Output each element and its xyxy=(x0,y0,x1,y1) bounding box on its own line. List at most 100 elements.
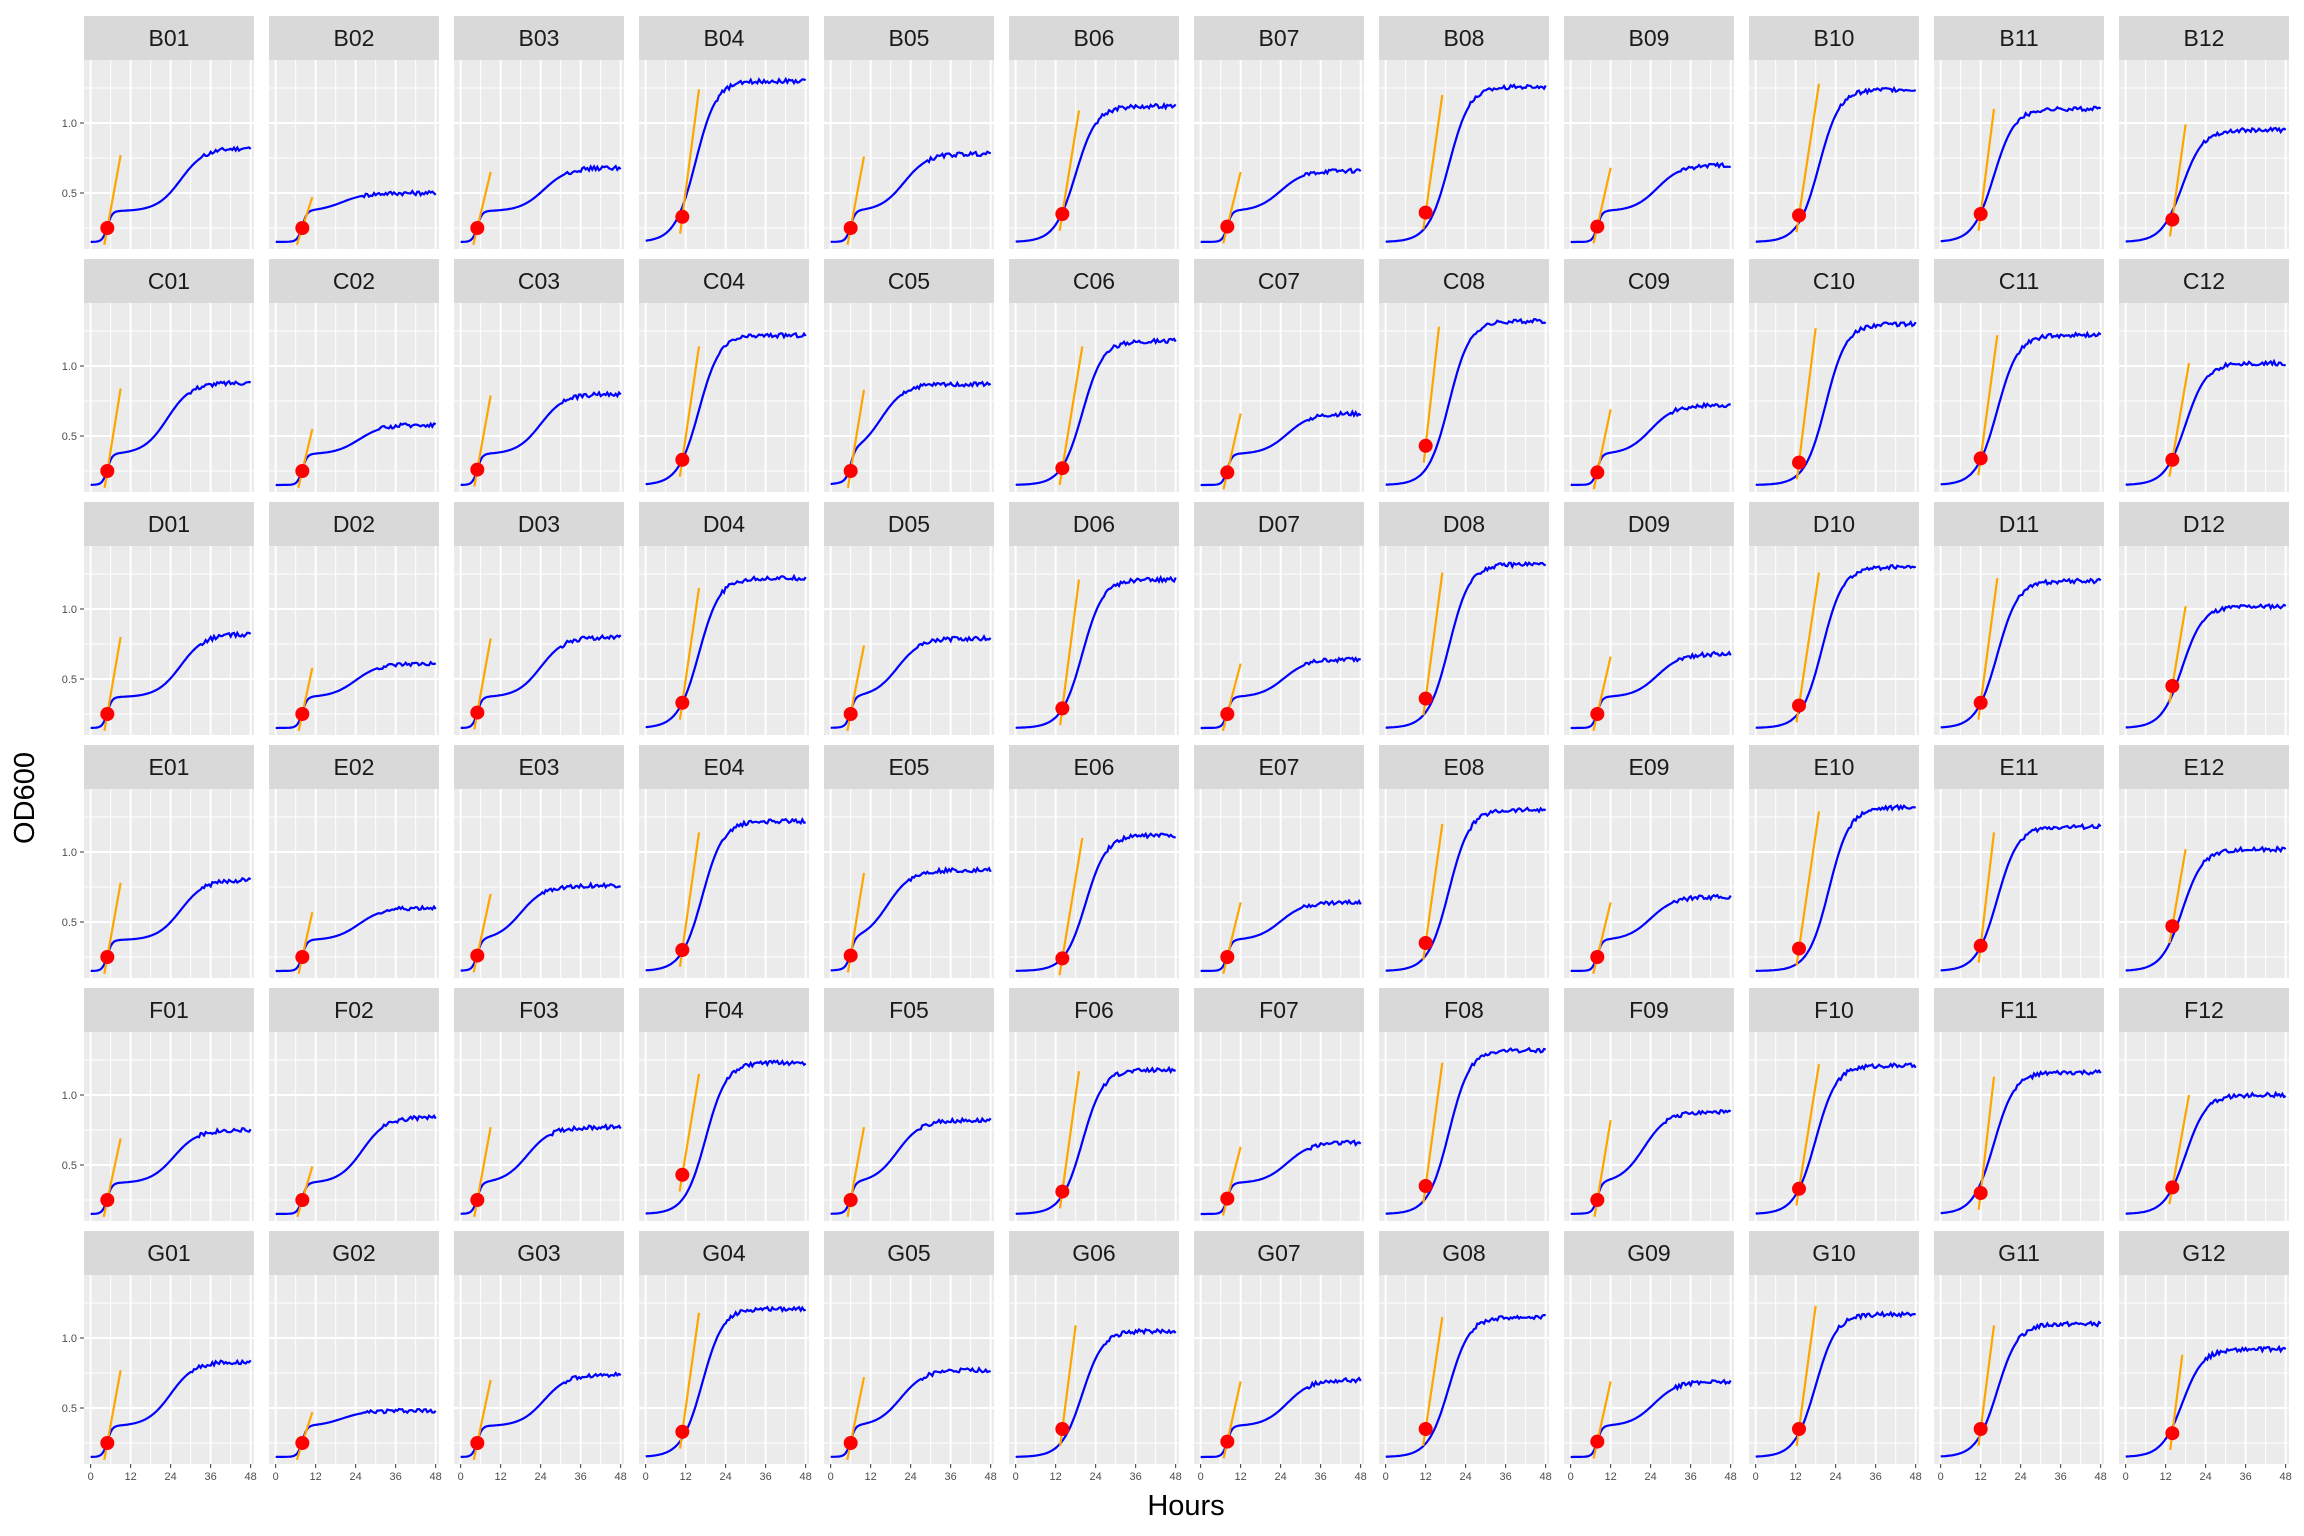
panel-c11: C11 xyxy=(1934,259,2104,492)
panel-strip xyxy=(1934,502,2104,546)
panel-gridlines xyxy=(1564,546,1734,735)
max-rate-point xyxy=(1055,1422,1070,1436)
panel-strip xyxy=(1749,1231,1919,1275)
panel-label: D03 xyxy=(518,511,560,537)
panel-gridlines xyxy=(2119,60,2289,249)
panel-d10: D10 xyxy=(1749,502,1919,735)
x-tick-label: 12 xyxy=(2160,1471,2172,1483)
panel-b03: B03 xyxy=(454,16,624,249)
max-rate-point xyxy=(2165,212,2180,227)
x-tick-label: 36 xyxy=(205,1471,217,1483)
panel-b11: B11 xyxy=(1934,16,2104,249)
growth-curve-line xyxy=(2125,358,2286,486)
growth-curve-line xyxy=(1385,560,1547,729)
growth-curve-line xyxy=(1015,337,1177,486)
panel-label: C02 xyxy=(333,268,375,294)
max-rate-point xyxy=(1973,207,1988,221)
max-rate-point xyxy=(675,209,690,224)
panel-label: B04 xyxy=(704,25,745,51)
panel-strip xyxy=(824,502,994,546)
max-rate-point xyxy=(1055,951,1070,966)
x-tick-label: 48 xyxy=(245,1471,257,1483)
panel-background xyxy=(1379,303,1549,492)
growth-curve-line xyxy=(645,76,807,242)
panel-strip xyxy=(1749,16,1919,60)
panel-strip xyxy=(1749,259,1919,303)
panel-background xyxy=(454,1275,624,1464)
panel-strip xyxy=(1009,1231,1179,1275)
x-tick-label: 36 xyxy=(2240,1471,2252,1483)
panel-strip xyxy=(1194,1231,1364,1275)
max-rate-point xyxy=(2165,919,2180,934)
panel-b12: B12 xyxy=(2119,16,2289,249)
panel-gridlines xyxy=(1564,303,1734,492)
panel-strip xyxy=(1379,745,1549,789)
panel-background xyxy=(1009,1275,1179,1464)
panel-strip xyxy=(1194,16,1364,60)
panel-background xyxy=(2119,303,2289,492)
panel-background xyxy=(269,546,439,735)
max-rate-point xyxy=(1590,1193,1605,1207)
panel-e12: E12 xyxy=(2119,745,2289,978)
panel-f07: F07 xyxy=(1194,988,1364,1221)
growth-curve-line xyxy=(460,1123,622,1215)
max-rate-point xyxy=(100,1193,115,1207)
growth-curve-line xyxy=(1015,1327,1177,1458)
growth-curve-line xyxy=(2125,126,2287,243)
panel-strip xyxy=(1749,988,1919,1032)
x-tick-label: 0 xyxy=(273,1471,279,1483)
max-rate-point xyxy=(843,948,858,963)
max-rate-point xyxy=(1590,1434,1605,1449)
panel-strip xyxy=(1934,1231,2104,1275)
panel-background xyxy=(1379,60,1549,249)
max-rate-point xyxy=(2165,1426,2180,1441)
y-tick-label: 0.5 xyxy=(62,917,77,929)
growth-curve-line xyxy=(1385,1313,1546,1458)
x-tick-label: 12 xyxy=(865,1471,877,1483)
panel-strip xyxy=(1934,259,2104,303)
panel-label: E05 xyxy=(889,754,930,780)
panel-b06: B06 xyxy=(1009,16,1179,249)
panel-label: D07 xyxy=(1258,511,1300,537)
panel-b01: B01 0.5 1.0 xyxy=(62,16,254,249)
panel-label: E01 xyxy=(149,754,190,780)
panel-b07: B07 xyxy=(1194,16,1364,249)
panel-label: E02 xyxy=(334,754,375,780)
max-rate-point xyxy=(675,943,690,957)
panel-c04: C04 xyxy=(639,259,809,492)
max-rate-point xyxy=(470,462,485,477)
growth-curve-line xyxy=(1385,317,1547,486)
panel-label: G10 xyxy=(1812,1240,1855,1266)
panel-gridlines xyxy=(1194,1275,1364,1464)
panel-c12: C12 xyxy=(2119,259,2289,492)
panel-e06: E06 xyxy=(1009,745,1179,978)
panel-label: F05 xyxy=(889,997,929,1023)
max-rate-point xyxy=(675,1424,690,1439)
max-rate-point xyxy=(1792,1181,1806,1196)
panel-label: G09 xyxy=(1627,1240,1670,1266)
max-rate-point xyxy=(470,948,485,963)
max-rate-point xyxy=(1973,451,1988,466)
y-tick-label: 1.0 xyxy=(62,847,77,859)
growth-curve-line xyxy=(1940,330,2102,486)
panel-e01: E01 0.5 1.0 xyxy=(62,745,254,978)
x-tick-label: 36 xyxy=(1870,1471,1882,1483)
panel-label: C01 xyxy=(148,268,190,294)
panel-label: D01 xyxy=(148,511,190,537)
x-tick-label: 24 xyxy=(1275,1471,1287,1483)
panel-strip xyxy=(1194,745,1364,789)
growth-curve-line xyxy=(830,1116,992,1215)
panel-strip xyxy=(639,16,809,60)
y-tick-label: 0.5 xyxy=(62,674,77,686)
growth-curve-line xyxy=(1015,574,1177,729)
panel-label: G11 xyxy=(1998,1240,2040,1266)
panel-strip xyxy=(84,1231,254,1275)
panel-gridlines xyxy=(1009,789,1179,978)
x-tick-label: 24 xyxy=(350,1471,362,1483)
panel-b10: B10 xyxy=(1749,16,1919,249)
panel-label: G07 xyxy=(1257,1240,1300,1266)
panel-background xyxy=(1009,60,1179,249)
panel-label: G08 xyxy=(1442,1240,1485,1266)
panel-strip xyxy=(1194,988,1364,1032)
growth-curve-line xyxy=(830,380,992,486)
